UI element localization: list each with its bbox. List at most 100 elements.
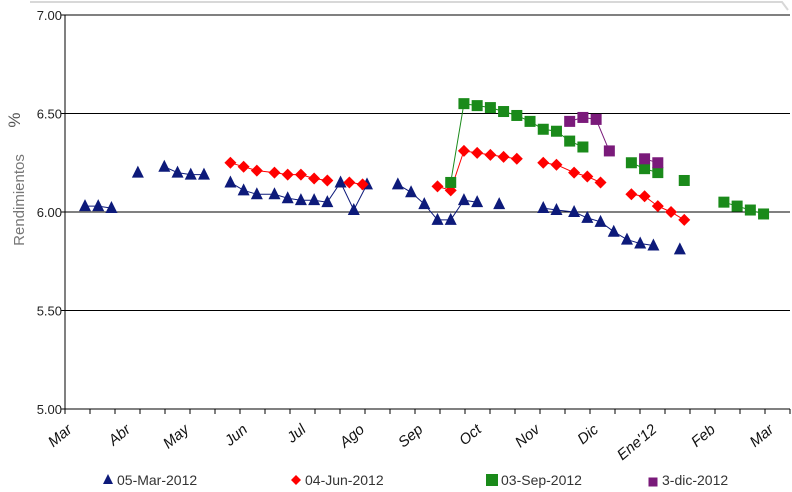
data-point bbox=[158, 159, 171, 172]
data-point bbox=[484, 148, 497, 161]
data-point bbox=[224, 175, 237, 188]
data-point bbox=[647, 238, 660, 251]
y-axis-title: Rendimientos bbox=[11, 154, 28, 246]
data-point bbox=[250, 164, 263, 177]
data-point bbox=[718, 196, 730, 208]
series-line bbox=[569, 116, 610, 152]
data-point bbox=[568, 205, 581, 217]
data-point bbox=[321, 174, 334, 187]
data-point bbox=[568, 166, 581, 179]
data-point bbox=[471, 195, 484, 208]
data-point bbox=[510, 152, 523, 165]
data-point bbox=[237, 183, 250, 196]
y-axis-unit: % bbox=[5, 112, 24, 127]
y-tick-label: 6.00 bbox=[37, 205, 62, 220]
data-point bbox=[281, 168, 294, 181]
data-point bbox=[131, 165, 144, 178]
data-point bbox=[343, 176, 356, 189]
data-point bbox=[634, 236, 647, 249]
data-point bbox=[457, 144, 470, 157]
data-point bbox=[458, 98, 470, 110]
data-point bbox=[594, 214, 607, 227]
data-point bbox=[471, 100, 483, 112]
legend-entry: 3-dic-2012 bbox=[648, 472, 728, 488]
data-point bbox=[224, 156, 237, 169]
data-point bbox=[537, 123, 549, 135]
data-point bbox=[678, 213, 691, 226]
data-point bbox=[493, 197, 506, 210]
legend-label: 3-dic-2012 bbox=[662, 472, 728, 488]
legend: 05-Mar-2012 04-Jun-2012 03-Sep-2012 3-dic-2… bbox=[103, 472, 728, 488]
data-point bbox=[431, 212, 444, 225]
data-point bbox=[665, 206, 678, 218]
data-point bbox=[625, 157, 637, 169]
data-point bbox=[524, 115, 536, 127]
data-point bbox=[471, 146, 484, 159]
legend-label: 03-Sep-2012 bbox=[501, 472, 582, 488]
data-point bbox=[294, 193, 307, 206]
data-point bbox=[197, 167, 210, 180]
data-point bbox=[581, 210, 594, 223]
legend-marker bbox=[648, 477, 658, 487]
series-line bbox=[164, 166, 204, 176]
data-point bbox=[550, 125, 562, 137]
data-point bbox=[444, 212, 457, 225]
data-point bbox=[405, 185, 418, 198]
data-point bbox=[237, 160, 250, 173]
data-point bbox=[590, 113, 602, 125]
series-line bbox=[723, 201, 764, 215]
y-tick-label: 5.50 bbox=[37, 304, 62, 319]
data-point bbox=[620, 232, 633, 245]
data-point bbox=[281, 191, 294, 204]
data-point bbox=[79, 199, 91, 212]
data-point bbox=[564, 135, 576, 147]
y-tick-labels: 5.00 5.50 6.00 6.50 7.00 bbox=[37, 8, 65, 417]
data-point bbox=[445, 176, 457, 188]
data-point bbox=[457, 193, 470, 206]
legend-label: 04-Jun-2012 bbox=[305, 472, 384, 488]
data-point bbox=[678, 174, 690, 186]
data-point bbox=[652, 157, 664, 169]
legend-entry: 03-Sep-2012 bbox=[486, 472, 582, 488]
data-point bbox=[639, 163, 651, 175]
legend-entry: 04-Jun-2012 bbox=[291, 472, 384, 488]
data-point bbox=[497, 150, 510, 163]
data-point bbox=[498, 106, 510, 118]
data-point bbox=[625, 188, 638, 201]
data-point bbox=[758, 208, 770, 220]
data-point bbox=[250, 187, 263, 200]
data-point bbox=[537, 201, 550, 214]
data-point bbox=[321, 195, 334, 208]
data-point bbox=[268, 187, 281, 200]
data-point bbox=[581, 170, 594, 183]
legend-marker bbox=[103, 474, 113, 484]
data-point bbox=[577, 111, 589, 123]
data-point bbox=[511, 109, 523, 121]
legend-marker bbox=[486, 474, 498, 486]
legend-label: 05-Mar-2012 bbox=[117, 472, 197, 488]
frame-decoration bbox=[30, 1, 789, 11]
data-point bbox=[431, 180, 444, 193]
data-point bbox=[594, 176, 607, 189]
y-tick-label: 7.00 bbox=[37, 8, 62, 23]
data-point bbox=[171, 165, 184, 178]
data-point bbox=[418, 197, 431, 210]
data-point bbox=[651, 200, 664, 213]
data-point bbox=[577, 141, 589, 153]
data-point bbox=[564, 115, 576, 127]
y-tick-label: 6.50 bbox=[37, 107, 62, 122]
data-point bbox=[731, 200, 743, 212]
data-point bbox=[294, 168, 307, 181]
data-point bbox=[308, 172, 321, 185]
data-point bbox=[105, 201, 118, 214]
gridlines bbox=[65, 14, 790, 311]
data-point bbox=[550, 203, 563, 216]
data-point bbox=[652, 167, 664, 179]
data-point bbox=[184, 167, 197, 180]
legend-entry: 05-Mar-2012 bbox=[103, 472, 197, 488]
data-point bbox=[638, 190, 651, 203]
data-point bbox=[639, 153, 651, 165]
legend-marker bbox=[291, 475, 301, 485]
